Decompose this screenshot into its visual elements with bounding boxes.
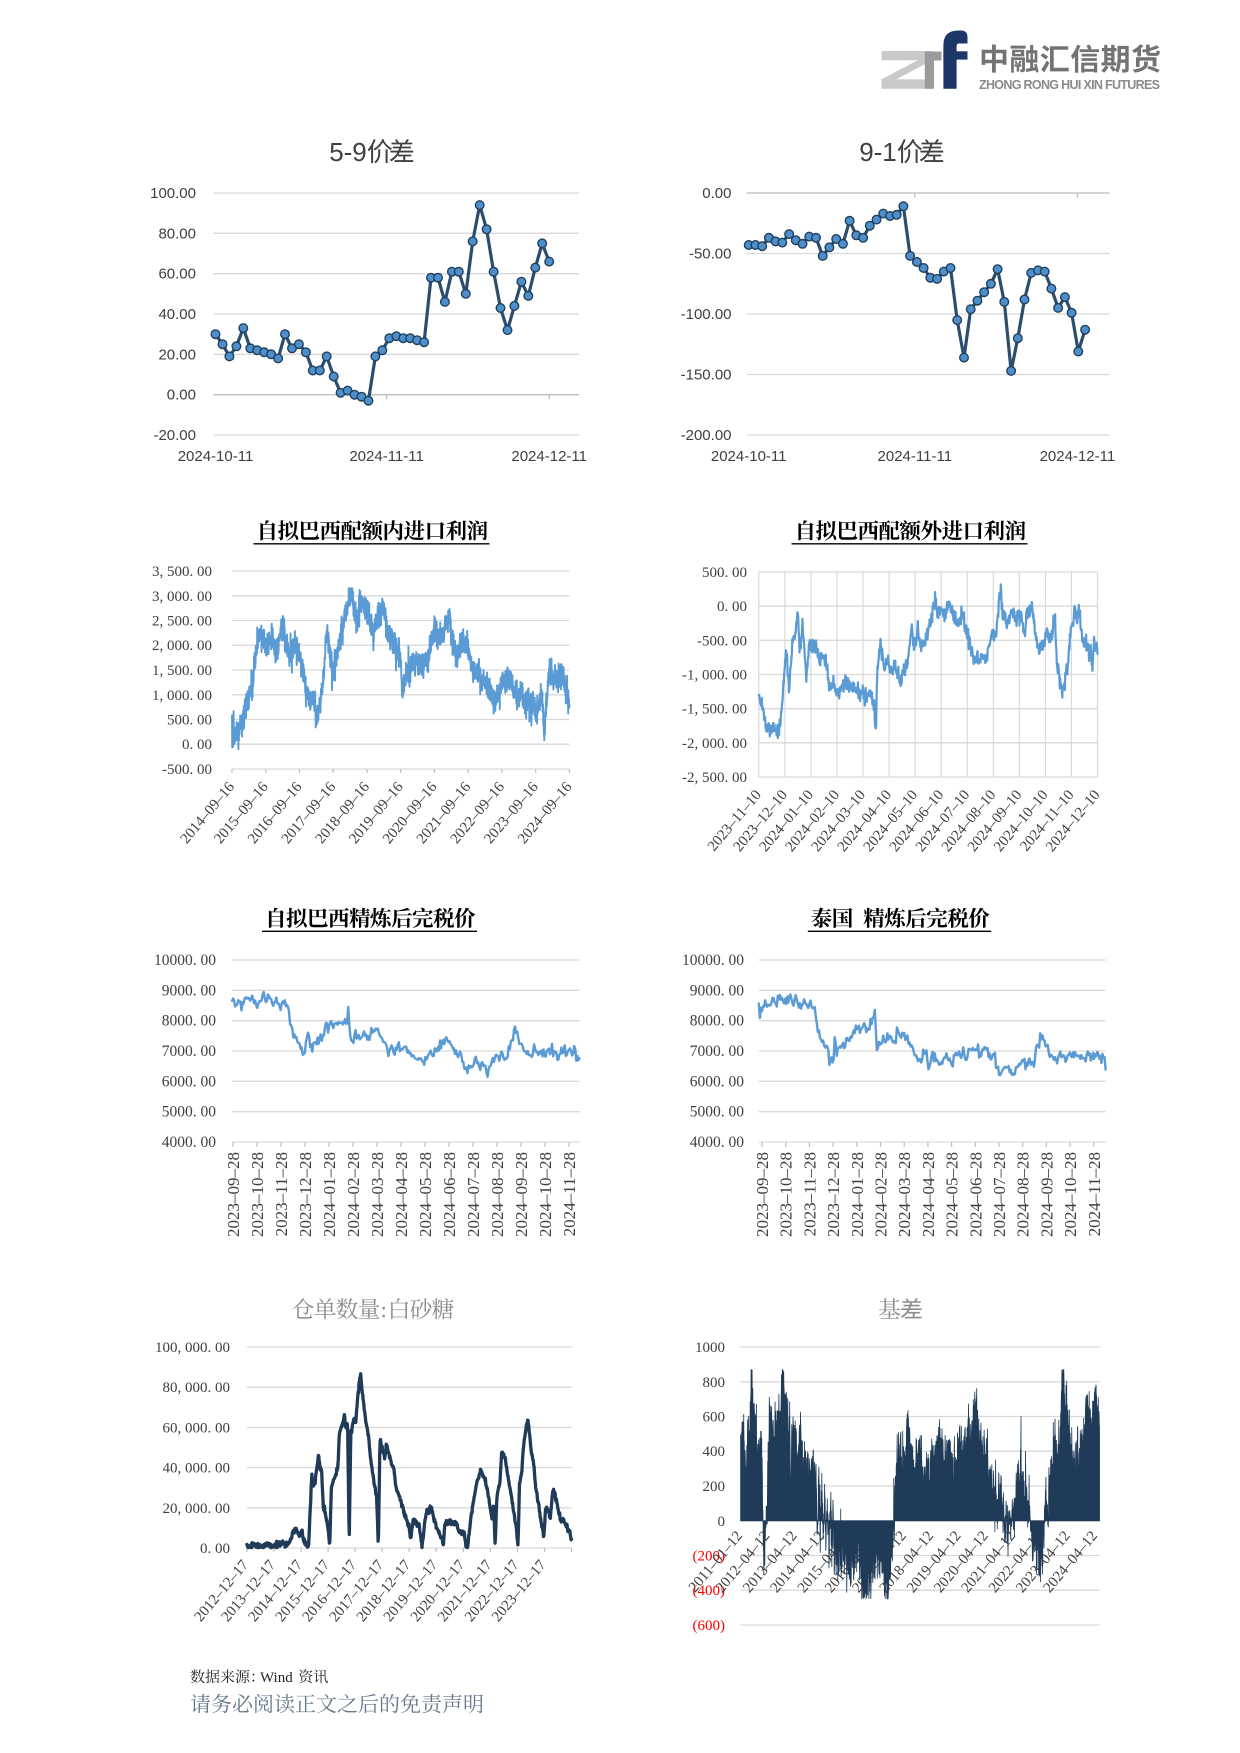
svg-text:2024–01–28: 2024–01–28 [320,1152,339,1237]
svg-text:2024–05–28: 2024–05–28 [416,1152,435,1237]
svg-text:2024–02–28: 2024–02–28 [344,1152,363,1237]
svg-text:2023–10–28: 2023–10–28 [777,1152,796,1237]
svg-text:9000. 00: 9000. 00 [690,982,745,999]
svg-text:2024–10–28: 2024–10–28 [536,1152,555,1237]
svg-text:2024–07–28: 2024–07–28 [464,1152,483,1237]
svg-text:Wind: Wind [260,1670,293,1686]
svg-text:5000. 00: 5000. 00 [690,1104,745,1121]
svg-text:3, 000. 00: 3, 000. 00 [152,589,212,605]
svg-text:2024-12-11: 2024-12-11 [511,448,587,465]
svg-text:200: 200 [703,1479,726,1495]
svg-text:100.00: 100.00 [150,185,196,202]
svg-text:2024-11-11: 2024-11-11 [878,448,953,465]
svg-text:-1, 000. 00: -1, 000. 00 [682,668,747,684]
svg-text:(400): (400) [693,1583,726,1599]
svg-text:2024–10–28: 2024–10–28 [1061,1152,1080,1237]
svg-text:ZHONG RONG HUI XIN FUTURES: ZHONG RONG HUI XIN FUTURES [979,78,1160,92]
svg-text:-150.00: -150.00 [681,367,732,384]
svg-text:0. 00: 0. 00 [717,599,747,615]
svg-text:2024-10-11: 2024-10-11 [711,448,787,465]
svg-text:2024–11–28: 2024–11–28 [1085,1152,1104,1236]
svg-text:60.00: 60.00 [158,266,196,283]
svg-text:-200.00: -200.00 [681,427,732,444]
svg-text:2023–09–28: 2023–09–28 [753,1152,772,1237]
svg-text:8000. 00: 8000. 00 [690,1013,745,1030]
svg-text:2024–09–28: 2024–09–28 [512,1152,531,1237]
svg-text:4000. 00: 4000. 00 [162,1134,217,1151]
svg-text:-2, 000. 00: -2, 000. 00 [682,736,747,752]
svg-text:10000. 00: 10000. 00 [682,952,744,969]
svg-text:60, 000. 00: 60, 000. 00 [163,1420,231,1436]
svg-text:2024–03–28: 2024–03–28 [368,1152,387,1237]
svg-text:0.00: 0.00 [167,387,196,404]
svg-text:2024–04–28: 2024–04–28 [919,1152,938,1237]
svg-text:7000. 00: 7000. 00 [690,1043,745,1060]
svg-text:4000. 00: 4000. 00 [690,1134,745,1151]
svg-text:2023–12–28: 2023–12–28 [296,1152,315,1237]
svg-text:2024–03–28: 2024–03–28 [895,1152,914,1237]
svg-text:20, 000. 00: 20, 000. 00 [163,1501,231,1517]
svg-text:2024-12-11: 2024-12-11 [1040,448,1116,465]
svg-text:40.00: 40.00 [158,306,196,323]
svg-text:2024–04–28: 2024–04–28 [392,1152,411,1237]
svg-text:10000. 00: 10000. 00 [154,952,216,969]
svg-text:2024-10-11: 2024-10-11 [178,448,254,465]
svg-text:2024-11-11: 2024-11-11 [349,448,424,465]
svg-text:0. 00: 0. 00 [182,737,212,753]
svg-text:7000. 00: 7000. 00 [162,1043,217,1060]
svg-text:-2, 500. 00: -2, 500. 00 [682,770,747,786]
svg-text:2024–06–28: 2024–06–28 [966,1152,985,1237]
svg-text:6000. 00: 6000. 00 [690,1073,745,1090]
svg-text:8000. 00: 8000. 00 [162,1013,217,1030]
svg-text:2024–11–28: 2024–11–28 [560,1152,579,1236]
svg-text:80, 000. 00: 80, 000. 00 [163,1380,231,1396]
svg-text:400: 400 [703,1444,726,1460]
svg-text:2024–06–28: 2024–06–28 [440,1152,459,1237]
svg-text:0.00: 0.00 [702,185,731,202]
svg-text:20.00: 20.00 [158,346,196,363]
svg-text:80.00: 80.00 [158,225,196,242]
svg-text:2024–01–28: 2024–01–28 [848,1152,867,1237]
svg-text:1, 000. 00: 1, 000. 00 [152,688,212,704]
svg-text:1, 500. 00: 1, 500. 00 [152,663,212,679]
svg-text:(200): (200) [693,1549,726,1565]
svg-text:500. 00: 500. 00 [702,565,747,581]
svg-text:2024–02–28: 2024–02–28 [872,1152,891,1237]
svg-text::: : [381,1298,387,1323]
svg-text:-500. 00: -500. 00 [162,762,212,778]
svg-text:-50.00: -50.00 [689,246,732,263]
svg-text:3, 500. 00: 3, 500. 00 [152,564,212,580]
svg-text:-100.00: -100.00 [681,306,732,323]
svg-text:2024–05–28: 2024–05–28 [943,1152,962,1237]
svg-text:2, 000. 00: 2, 000. 00 [152,638,212,654]
svg-text:100, 000. 00: 100, 000. 00 [155,1340,230,1356]
svg-text:2, 500. 00: 2, 500. 00 [152,614,212,630]
svg-text:6000. 00: 6000. 00 [162,1073,217,1090]
svg-text:1000: 1000 [695,1340,725,1356]
svg-text:(600): (600) [693,1618,726,1634]
svg-text:5-9: 5-9 [329,137,367,167]
svg-text:2024–08–28: 2024–08–28 [488,1152,507,1237]
svg-text:2024–07–28: 2024–07–28 [990,1152,1009,1237]
svg-text:2023–11–28: 2023–11–28 [800,1152,819,1236]
svg-text:500. 00: 500. 00 [167,713,212,729]
svg-text:9000. 00: 9000. 00 [162,982,217,999]
svg-text:800: 800 [703,1375,726,1391]
svg-text:2024–08–28: 2024–08–28 [1014,1152,1033,1237]
svg-text:0. 00: 0. 00 [200,1541,230,1557]
svg-text:2023–11–28: 2023–11–28 [272,1152,291,1236]
svg-text:5000. 00: 5000. 00 [162,1104,217,1121]
svg-text:-500. 00: -500. 00 [697,633,747,649]
svg-text:40, 000. 00: 40, 000. 00 [163,1461,231,1477]
svg-text:600: 600 [703,1410,726,1426]
svg-text:0: 0 [718,1514,726,1530]
svg-text:2023–12–28: 2023–12–28 [824,1152,843,1237]
svg-text:2024–09–28: 2024–09–28 [1037,1152,1056,1237]
svg-text:-1, 500. 00: -1, 500. 00 [682,702,747,718]
svg-text:-20.00: -20.00 [153,427,196,444]
svg-text:2023–10–28: 2023–10–28 [248,1152,267,1237]
svg-text:9-1: 9-1 [859,137,897,167]
svg-text:2023–09–28: 2023–09–28 [224,1152,243,1237]
